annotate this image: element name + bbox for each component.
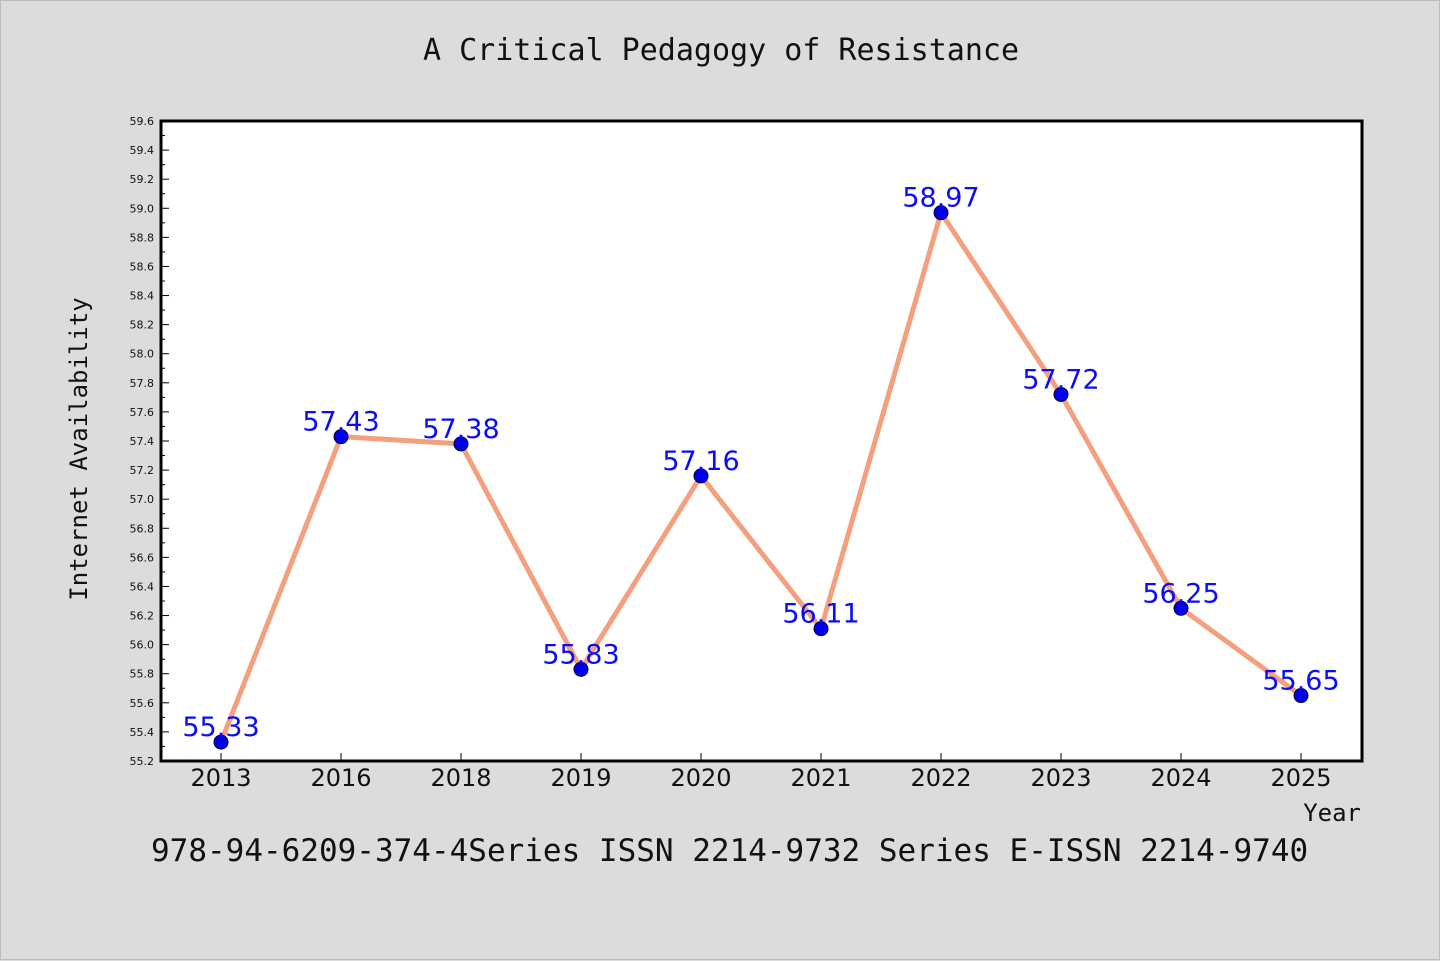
y-tick-label: 59.4 bbox=[130, 144, 155, 157]
series-line bbox=[218, 210, 1304, 745]
plot-area bbox=[159, 119, 1364, 763]
series-markers bbox=[213, 205, 1309, 750]
y-tick-label: 56.8 bbox=[130, 522, 155, 535]
data-point-marker bbox=[453, 436, 469, 452]
y-tick-label: 59.0 bbox=[130, 202, 155, 215]
x-tick-label: 2013 bbox=[190, 764, 251, 792]
data-point-marker bbox=[933, 205, 949, 221]
x-axis-ticks bbox=[220, 753, 1302, 761]
y-tick-label: 55.2 bbox=[130, 755, 155, 768]
x-axis-tick-labels: 2013 2016 2018 2019 2020 2021 2022 2023 2024 2025 bbox=[190, 764, 1331, 792]
y-tick-label: 56.0 bbox=[130, 639, 155, 652]
data-point-label: 57.43 bbox=[302, 407, 379, 438]
x-axis-title: Year bbox=[1303, 799, 1361, 827]
y-tick-label: 58.0 bbox=[130, 348, 155, 361]
data-point-label: 56.11 bbox=[782, 599, 859, 630]
y-tick-label: 57.6 bbox=[130, 406, 155, 419]
data-point-marker bbox=[1053, 386, 1069, 402]
y-tick-label: 57.8 bbox=[130, 377, 155, 390]
y-axis-ticks bbox=[161, 120, 169, 762]
y-tick-label: 59.6 bbox=[130, 115, 155, 128]
data-point-label: 55.83 bbox=[542, 639, 619, 670]
data-point-label: 56.25 bbox=[1142, 578, 1219, 609]
x-tick-label: 2020 bbox=[670, 764, 731, 792]
y-tick-label: 55.8 bbox=[130, 668, 155, 681]
x-tick-label: 2018 bbox=[430, 764, 491, 792]
data-point-label: 57.72 bbox=[1022, 364, 1099, 395]
x-tick-label: 2021 bbox=[790, 764, 851, 792]
y-tick-label: 55.6 bbox=[130, 697, 155, 710]
y-axis-title: Internet Availability bbox=[65, 297, 93, 600]
y-tick-label: 58.4 bbox=[130, 290, 155, 303]
data-point-marker bbox=[1173, 600, 1189, 616]
data-point-marker bbox=[213, 734, 229, 750]
data-point-marker bbox=[1293, 688, 1309, 704]
data-point-label: 55.33 bbox=[182, 712, 259, 743]
x-tick-label: 2022 bbox=[910, 764, 971, 792]
data-point-marker bbox=[813, 621, 829, 637]
x-tick-label: 2016 bbox=[310, 764, 371, 792]
data-point-label: 55.65 bbox=[1262, 666, 1339, 697]
y-tick-label: 58.6 bbox=[130, 260, 155, 273]
chart-title: A Critical Pedagogy of Resistance bbox=[422, 33, 1020, 68]
y-tick-label: 57.0 bbox=[130, 493, 155, 506]
y-tick-label: 59.2 bbox=[130, 173, 155, 186]
data-labels: 55.33 57.43 57.38 55.83 57.16 56.11 58.97 57.72… bbox=[182, 183, 1339, 743]
x-tick-label: 2019 bbox=[550, 764, 611, 792]
y-tick-label: 56.4 bbox=[130, 580, 155, 593]
data-point-marker bbox=[573, 661, 589, 677]
footer-isbn-text: 978-94-6209-374-4Series ISSN 2214-9732 S… bbox=[151, 833, 1309, 869]
y-tick-label: 58.8 bbox=[130, 231, 155, 244]
data-point-marker bbox=[693, 468, 709, 484]
x-tick-label: 2023 bbox=[1030, 764, 1091, 792]
data-point-label: 57.16 bbox=[662, 446, 739, 477]
y-tick-label: 58.2 bbox=[130, 319, 155, 332]
data-point-label: 58.97 bbox=[902, 183, 979, 214]
y-tick-label: 57.2 bbox=[130, 464, 155, 477]
data-point-label: 57.38 bbox=[422, 414, 499, 445]
x-tick-label: 2024 bbox=[1150, 764, 1211, 792]
y-tick-label: 55.4 bbox=[130, 726, 155, 739]
x-tick-label: 2025 bbox=[1270, 764, 1331, 792]
data-point-marker bbox=[333, 429, 349, 445]
y-axis-tick-labels: 55.2 55.4 55.6 55.8 56.0 56.2 56.4 56.6 56.8 57.0… bbox=[130, 115, 155, 768]
y-tick-label: 56.6 bbox=[130, 551, 155, 564]
y-tick-label: 57.4 bbox=[130, 435, 155, 448]
y-tick-label: 56.2 bbox=[130, 610, 155, 623]
